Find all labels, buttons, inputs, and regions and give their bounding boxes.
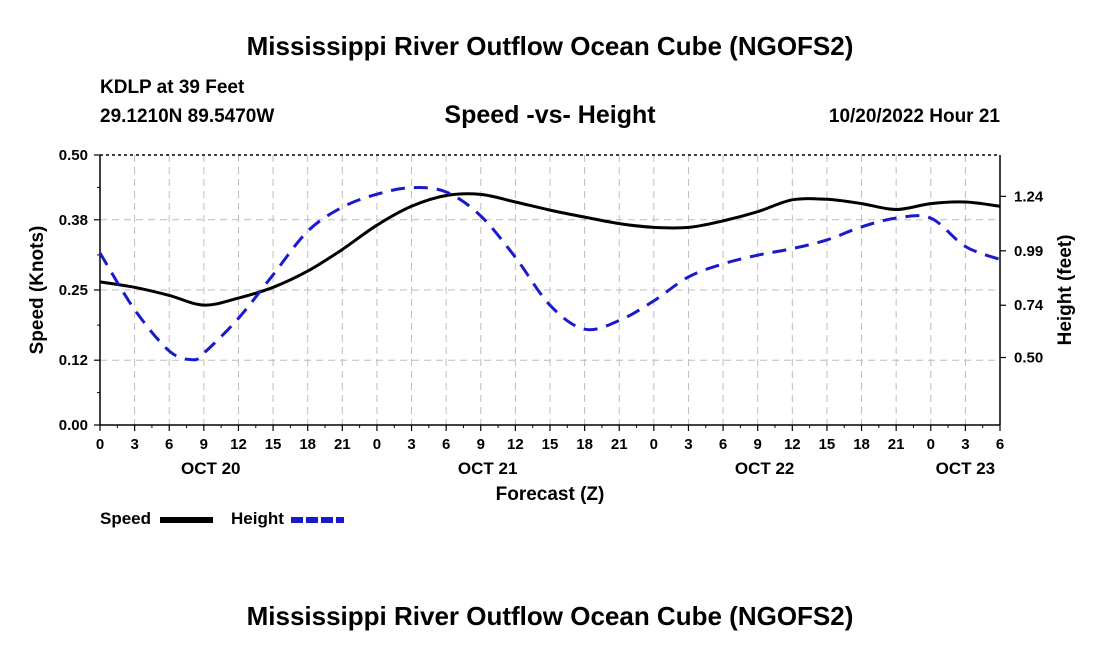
x-tick-label: 21 [334,436,351,453]
x-tick-label: 3 [130,436,138,453]
x-tick-label: 0 [927,436,935,453]
x-tick-label: 6 [165,436,173,453]
x-tick-label: 3 [684,436,692,453]
x-tick-label: 21 [888,436,905,453]
x-tick-label: 21 [611,436,628,453]
chart-subtitle: Speed -vs- Height [444,101,656,129]
x-tick-label: 18 [576,436,593,453]
y-tick-label-right: 0.50 [1014,350,1043,367]
x-axis-title: Forecast (Z) [496,484,605,505]
y-tick-label-left: 0.25 [59,282,88,299]
x-tick-label: 15 [265,436,282,453]
x-tick-label: 6 [719,436,727,453]
x-tick-label: 9 [754,436,762,453]
y-tick-label-left: 0.38 [59,212,88,229]
x-tick-label: 3 [961,436,969,453]
y-tick-label-left: 0.12 [59,352,88,369]
day-label: OCT 20 [181,459,241,478]
x-tick-label: 12 [507,436,524,453]
day-label: OCT 22 [735,459,795,478]
y-axis-title-right: Height (feet) [1055,235,1076,346]
x-tick-label: 12 [230,436,247,453]
y-tick-label-left: 0.50 [59,147,88,164]
x-tick-label: 9 [200,436,208,453]
day-label: OCT 23 [936,459,996,478]
x-tick-label: 9 [477,436,485,453]
x-tick-label: 15 [819,436,836,453]
x-tick-label: 15 [542,436,559,453]
x-tick-label: 0 [96,436,104,453]
y-axis-title-left: Speed (Knots) [27,226,48,355]
x-tick-label: 12 [784,436,801,453]
y-tick-label-left: 0.00 [59,417,88,434]
station-coordinates: 29.1210N 89.5470W [100,106,275,127]
legend-height-label: Height [231,509,284,528]
forecast-datetime: 10/20/2022 Hour 21 [828,106,1000,127]
x-tick-label: 0 [373,436,381,453]
day-label: OCT 21 [458,459,518,478]
x-tick-label: 0 [650,436,658,453]
chart-title-bottom: Mississippi River Outflow Ocean Cube (NG… [246,601,854,631]
x-tick-label: 3 [407,436,415,453]
chart-title-top: Mississippi River Outflow Ocean Cube (NG… [246,31,854,61]
x-tick-label: 6 [442,436,450,453]
x-tick-label: 18 [299,436,316,453]
series-line-height [98,186,1001,362]
x-tick-label: 18 [853,436,870,453]
series-line-speed [99,192,1001,307]
y-tick-label-right: 0.99 [1014,243,1043,260]
legend-speed-label: Speed [100,509,152,528]
y-tick-label-right: 1.24 [1014,188,1044,205]
station-label: KDLP at 39 Feet [100,77,245,98]
x-tick-label: 6 [996,436,1004,453]
y-tick-label-right: 0.74 [1014,297,1044,314]
